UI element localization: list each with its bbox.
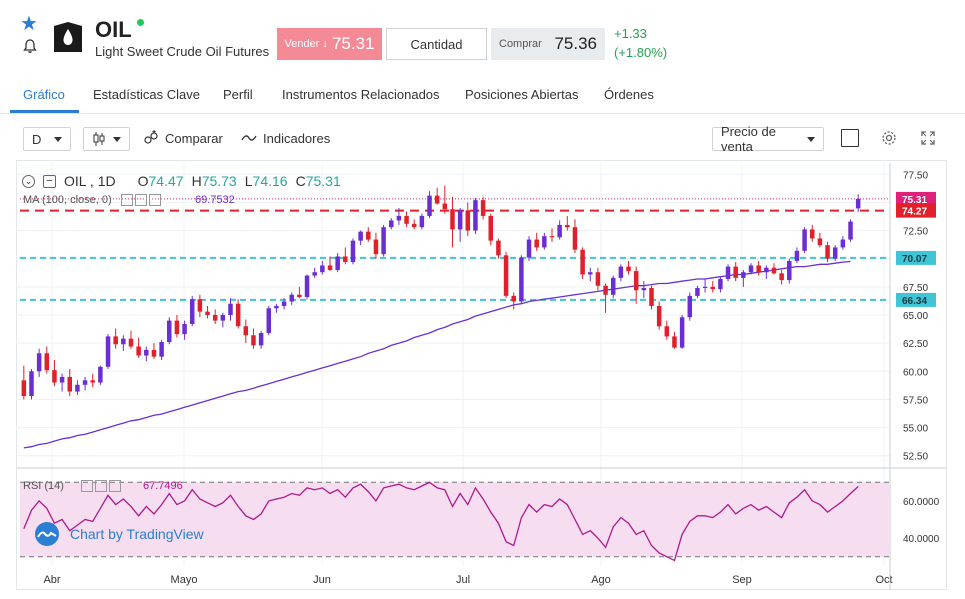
close-icon[interactable] (148, 194, 161, 207)
chevron-down-icon (807, 136, 815, 142)
compare-button[interactable]: Comparar (165, 131, 223, 146)
collapse-icon[interactable]: ⌄ (22, 174, 35, 188)
open-value: 74.47 (148, 173, 184, 189)
close-value: 75.31 (305, 173, 341, 189)
hide-icon[interactable] (134, 194, 147, 207)
high-label: H (191, 173, 202, 189)
compare-icon[interactable] (142, 129, 160, 147)
screenshot-icon[interactable] (841, 129, 859, 147)
oil-drop-logo-icon (54, 22, 82, 52)
bell-icon[interactable] (22, 38, 38, 54)
market-open-indicator (137, 19, 144, 26)
tab-bar: Gráfico Estadísticas Clave Perfil Instru… (0, 80, 965, 114)
settings-icon[interactable] (81, 480, 94, 493)
price-change-abs: +1.33 (614, 26, 647, 41)
ma-value: 69.7532 (195, 194, 235, 206)
tab-posiciones-abiertas[interactable]: Posiciones Abiertas (465, 87, 579, 102)
indicators-icon[interactable] (240, 129, 258, 147)
sell-button[interactable]: Vender ↓ 75.31 (277, 28, 382, 60)
price-change-pct: (+1.80%) (614, 45, 668, 60)
tab-perfil[interactable]: Perfil (223, 87, 253, 102)
tradingview-text: Chart by TradingView (70, 526, 204, 542)
rsi-label: RSI (14) (23, 480, 64, 492)
gear-icon[interactable] (880, 129, 898, 147)
sell-price: 75.31 (331, 34, 375, 53)
chart-area[interactable] (16, 160, 947, 590)
open-label: O (137, 173, 149, 189)
buy-price: 75.36 (554, 34, 597, 53)
ohlc-legend: ⌄ − OIL , 1D O74.47 H75.73 L74.16 C75.31 (22, 173, 341, 189)
high-value: 75.73 (201, 173, 237, 189)
ma-label: MA (100, close, 0) (23, 194, 112, 206)
instrument-header: ★ OIL Light Sweet Crude Oil Futures Vend… (0, 0, 965, 72)
chart-type-dropdown[interactable] (83, 127, 130, 151)
tab-ordenes[interactable]: Órdenes (604, 87, 654, 102)
hide-icon[interactable] (95, 480, 108, 493)
low-label: L (244, 173, 253, 189)
tradingview-brand[interactable]: Chart by TradingView (32, 522, 204, 546)
indicators-button[interactable]: Indicadores (263, 131, 331, 146)
quantity-input[interactable]: Cantidad (386, 28, 487, 60)
price-type-value: Precio de venta (721, 124, 776, 154)
settings-icon[interactable] (120, 194, 133, 207)
candlestick-icon (93, 132, 105, 146)
series-label: OIL , 1D (64, 173, 116, 189)
rsi-legend: RSI (14) (23, 480, 122, 493)
tradingview-logo-icon (35, 522, 59, 546)
active-tab-indicator (10, 110, 79, 113)
buy-label: Comprar (499, 38, 542, 50)
quantity-placeholder: Cantidad (410, 36, 463, 52)
minimize-icon[interactable]: − (43, 174, 56, 188)
low-value: 74.16 (252, 173, 288, 189)
price-change: +1.33 (+1.80%) (614, 24, 667, 62)
rsi-value: 67.7496 (143, 480, 183, 492)
fullscreen-icon[interactable] (919, 129, 937, 147)
sell-label: Vender ↓ (284, 38, 328, 50)
ma-legend: MA (100, close, 0) (23, 194, 161, 207)
close-icon[interactable] (109, 480, 122, 493)
star-icon[interactable]: ★ (20, 13, 38, 35)
tab-grafico[interactable]: Gráfico (23, 87, 65, 102)
interval-value: D (32, 131, 42, 147)
tab-instrumentos-relacionados[interactable]: Instrumentos Relacionados (282, 87, 440, 102)
chart-toolbar: D Comparar Indicadores Precio de venta (0, 122, 965, 158)
close-label: C (295, 173, 306, 189)
chevron-down-icon (54, 136, 62, 142)
symbol-title: OIL (95, 17, 132, 42)
buy-button[interactable]: Comprar 75.36 (491, 28, 605, 60)
instrument-name: Light Sweet Crude Oil Futures (95, 44, 270, 59)
interval-dropdown[interactable]: D (23, 127, 71, 151)
chevron-down-icon (113, 136, 121, 142)
tab-estadisticas-clave[interactable]: Estadísticas Clave (93, 87, 200, 102)
price-type-dropdown[interactable]: Precio de venta (712, 124, 824, 154)
